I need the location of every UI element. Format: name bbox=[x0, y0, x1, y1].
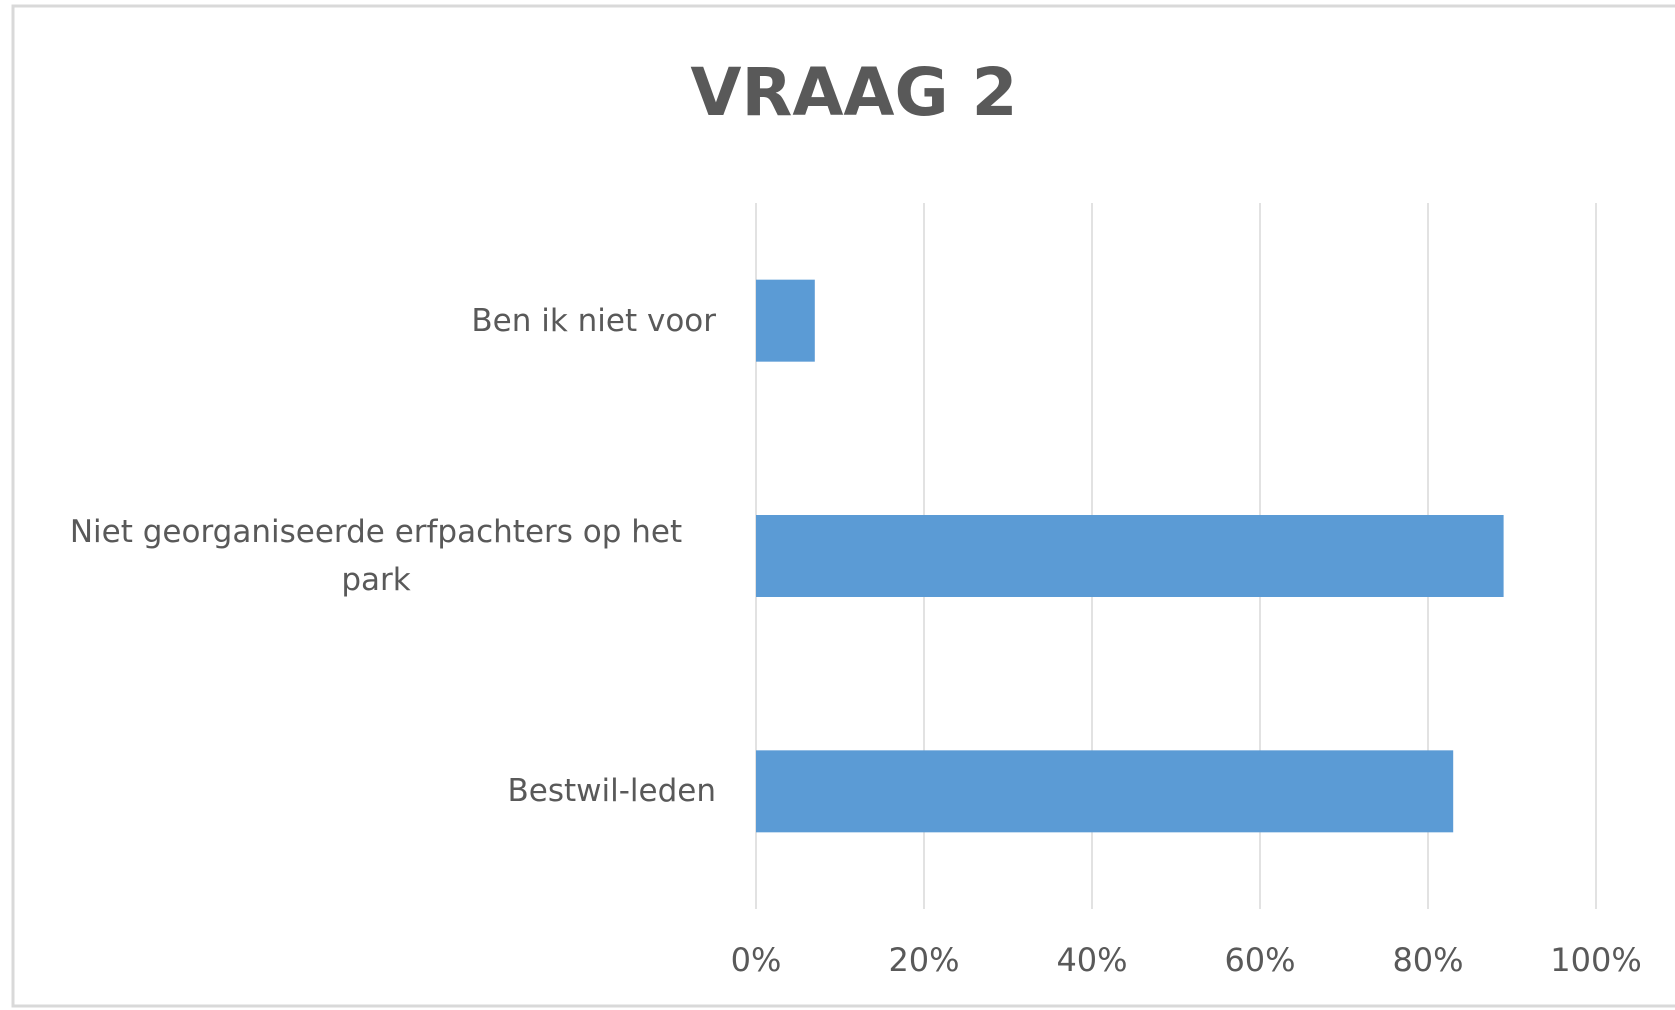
x-tick-label: 60% bbox=[1224, 941, 1295, 979]
y-tick-label-box: Niet georganiseerde erfpachters op het p… bbox=[20, 508, 716, 604]
y-tick-label-box: Ben ik niet voor bbox=[20, 297, 716, 345]
chart-border bbox=[11, 4, 1675, 1008]
y-tick-label: Ben ik niet voor bbox=[471, 302, 716, 339]
y-tick-label: Niet georganiseerde erfpachters op het p… bbox=[69, 514, 683, 598]
x-tick-label: 20% bbox=[888, 941, 959, 979]
x-tick-label: 80% bbox=[1392, 941, 1463, 979]
bar bbox=[756, 750, 1454, 833]
bar bbox=[756, 279, 815, 362]
bar bbox=[756, 515, 1504, 597]
y-tick-label: Bestwil-leden bbox=[507, 773, 717, 810]
x-tick-label: 100% bbox=[1550, 941, 1641, 979]
x-tick-label: 40% bbox=[1056, 941, 1127, 979]
x-tick-label: 0% bbox=[731, 941, 782, 979]
y-tick-label-box: Bestwil-leden bbox=[20, 767, 717, 815]
chart-title: VRAAG 2 bbox=[690, 54, 1017, 131]
